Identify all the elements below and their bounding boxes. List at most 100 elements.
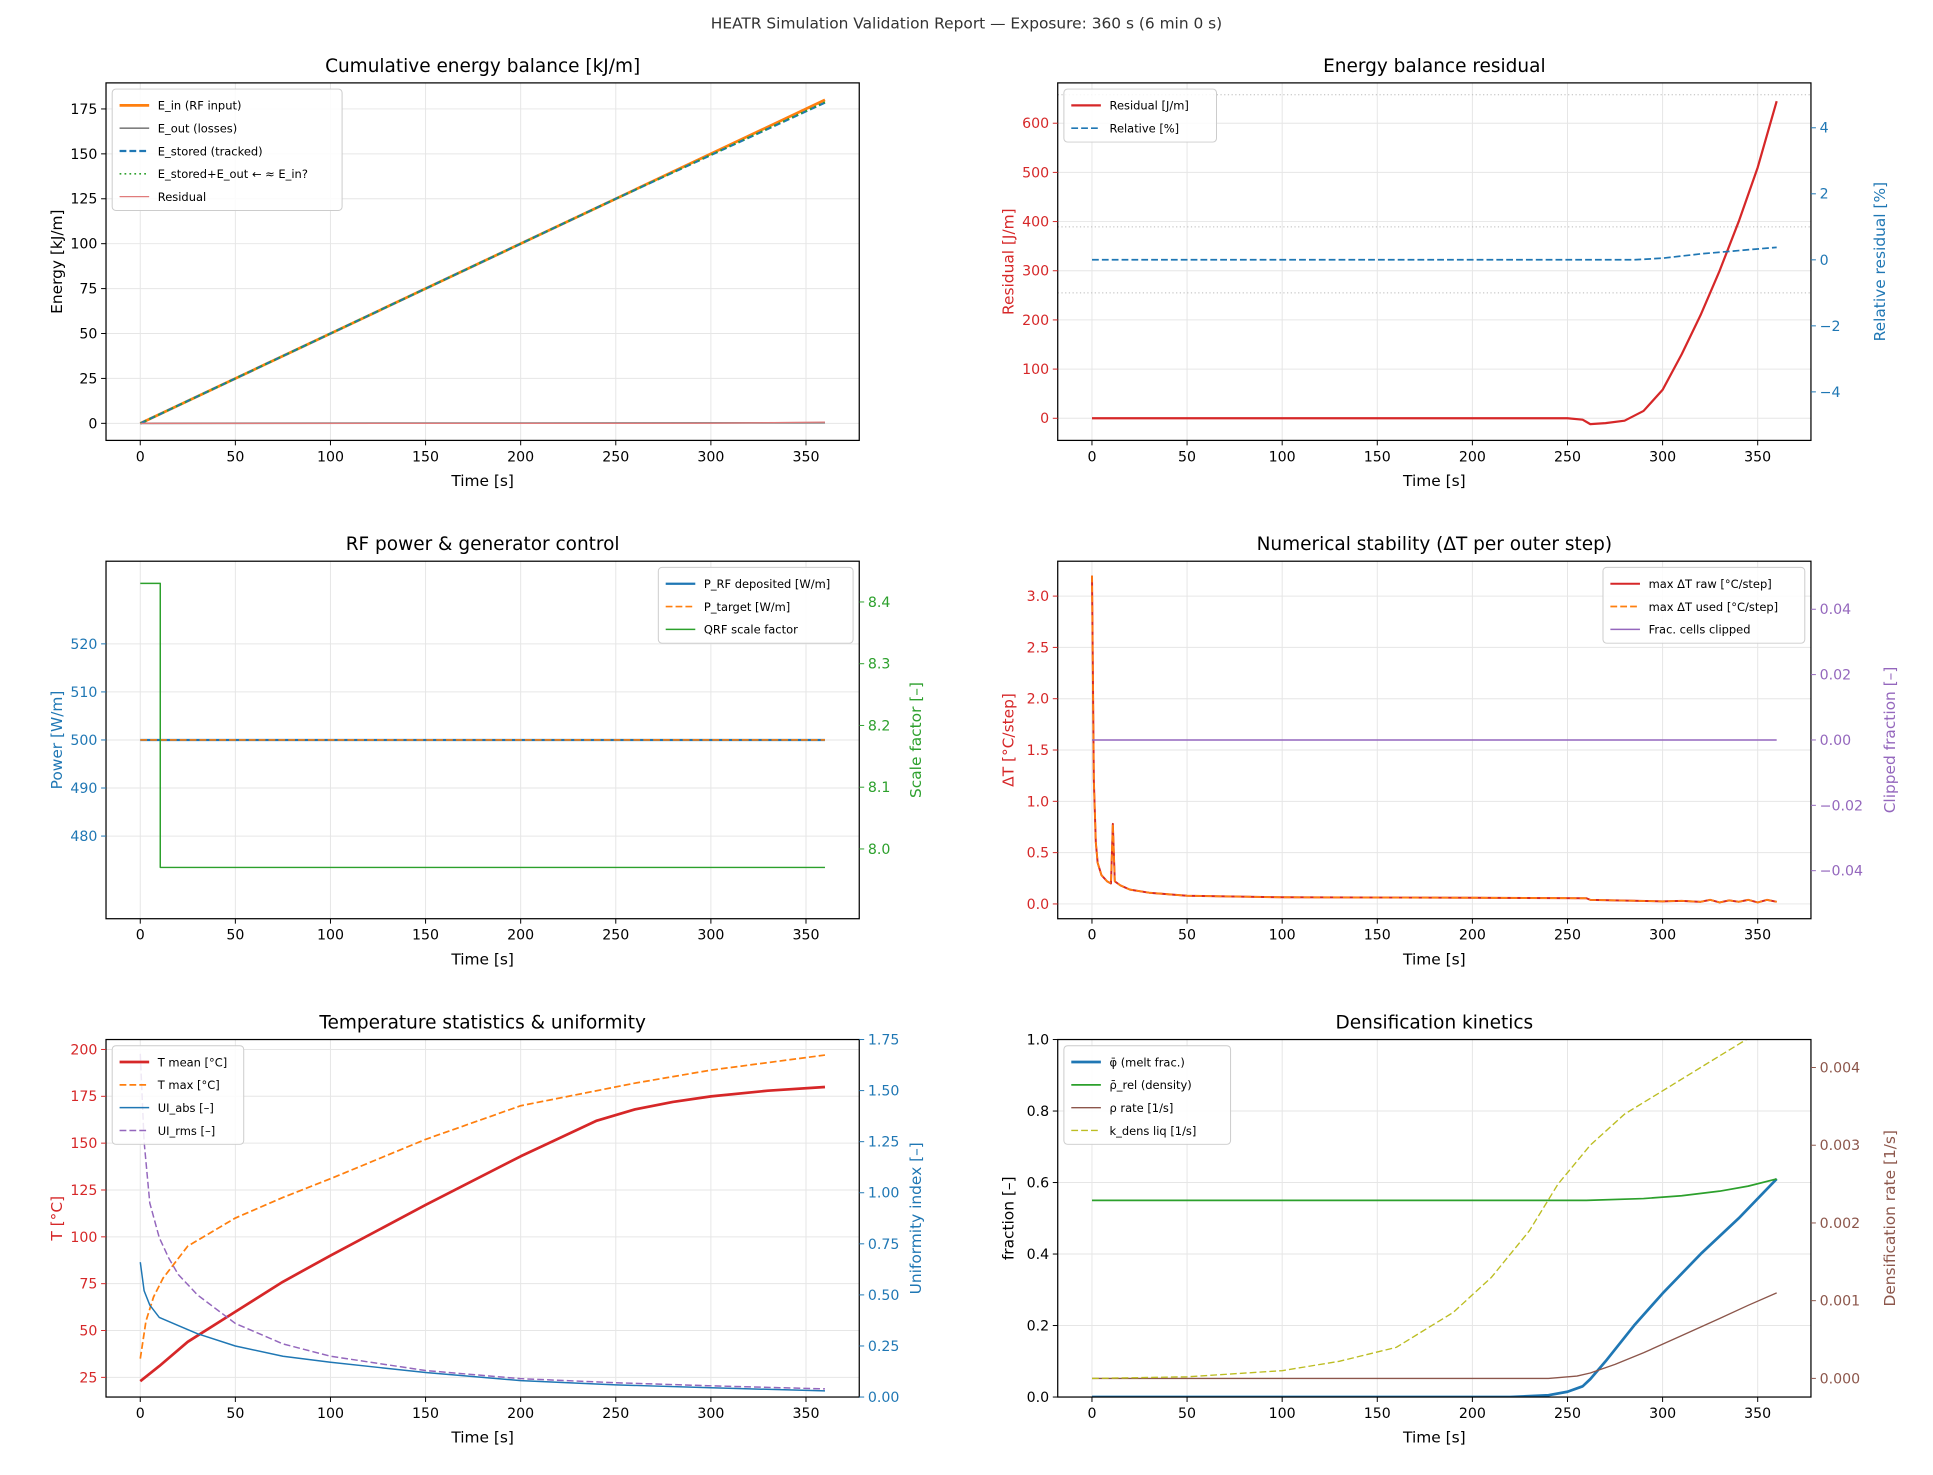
x-tick-label: 150 <box>412 1406 439 1422</box>
y-tick-label: 0.4 <box>1027 1247 1050 1263</box>
y-tick-label: 200 <box>70 1042 97 1058</box>
subplot-6: 0 50 100 150 200 250 300 350 0.0 0.2 0.4 0.6 0.8 1.0 0… <box>999 1012 1898 1446</box>
y-tick-label: 150 <box>70 1136 97 1152</box>
y-tick-label: 100 <box>70 1230 97 1246</box>
x-tick-label: 350 <box>792 449 819 465</box>
x-axis-label: Time [s] <box>450 950 514 968</box>
y2-tick-label: 1.00 <box>868 1186 900 1202</box>
x-tick-label: 50 <box>1178 449 1196 465</box>
y-tick-label: 500 <box>70 733 97 749</box>
y-tick-label: 100 <box>70 237 97 253</box>
y2-tick-label: −0.04 <box>1820 864 1863 880</box>
y-tick-label: 520 <box>70 637 97 653</box>
axes-frame <box>1057 1038 1812 1398</box>
legend: P_RF deposited [W/m] P_target [W/m] QRF sc… <box>657 566 854 644</box>
x-tick-label: 300 <box>697 1406 724 1422</box>
subplot-title: Densification kinetics <box>1336 1012 1534 1033</box>
subplot-title: RF power & generator control <box>346 534 620 555</box>
y-axis-label: fraction [–] <box>999 1176 1017 1260</box>
y-tick-label: 0.0 <box>1027 1390 1050 1406</box>
y2-axis-label: Uniformity index [–] <box>907 1142 925 1294</box>
y-axis-label: Residual [J/m] <box>999 208 1017 315</box>
y-tick-label: 0.5 <box>1027 846 1050 862</box>
y2-tick-label: 0.25 <box>868 1339 900 1355</box>
series-line-residual <box>140 421 825 425</box>
y-tick-label: 0 <box>88 416 97 432</box>
y-tick-label: 3.0 <box>1027 589 1050 605</box>
series-line--rel-density- <box>1091 1178 1777 1202</box>
y2-tick-label: 0.50 <box>868 1288 900 1304</box>
legend-entry: k_dens liq [1/s] <box>1110 1124 1197 1138</box>
legend-entry: max ΔT used [°C/step] <box>1649 600 1779 614</box>
y2-tick-label: 0.000 <box>1820 1371 1861 1387</box>
x-tick-label: 0 <box>1087 449 1096 465</box>
y2-tick-label: 0.02 <box>1820 668 1852 684</box>
series-line-qrf-scale-factor <box>140 582 825 869</box>
x-tick-label: 200 <box>507 1406 534 1422</box>
legend: φ̄ (melt frac.) ρ̄_rel (density) ρ rate [1… <box>1063 1045 1232 1145</box>
y2-tick-label: 0.00 <box>868 1390 900 1406</box>
x-tick-label: 350 <box>1744 1406 1771 1422</box>
x-tick-label: 150 <box>1364 1406 1391 1422</box>
x-axis-label: Time [s] <box>1402 950 1466 968</box>
legend-entry: P_RF deposited [W/m] <box>704 577 830 591</box>
subplot-5: 0 50 100 150 200 250 300 350 25 50 75 100 125 150 175 2… <box>48 1012 925 1446</box>
x-tick-label: 300 <box>697 928 724 944</box>
y-tick-label: 1.0 <box>1027 1032 1050 1048</box>
y2-tick-label: 0.004 <box>1820 1060 1861 1076</box>
y-tick-label: 490 <box>70 781 97 797</box>
y2-tick-label: 0.003 <box>1820 1138 1861 1154</box>
x-tick-label: 0 <box>136 449 145 465</box>
y-tick-label: 1.0 <box>1027 794 1050 810</box>
y-tick-label: 100 <box>1022 362 1049 378</box>
x-tick-label: 0 <box>136 1406 145 1422</box>
legend-entry: max ΔT raw [°C/step] <box>1649 577 1772 591</box>
legend-box <box>111 88 343 211</box>
x-tick-label: 150 <box>412 928 439 944</box>
x-tick-label: 250 <box>1554 928 1581 944</box>
y-tick-label: 600 <box>1022 116 1049 132</box>
y2-tick-label: 1.50 <box>868 1084 900 1100</box>
legend-entry: E_stored+E_out ← ≈ E_in? <box>158 167 308 181</box>
x-tick-label: 300 <box>1649 449 1676 465</box>
legend-box <box>1063 88 1218 143</box>
y2-tick-label: 0.75 <box>868 1237 900 1253</box>
y2-tick-label: 0.00 <box>1820 733 1852 749</box>
y2-axis-label: Relative residual [%] <box>1871 182 1889 341</box>
y2-tick-label: 8.2 <box>868 718 891 734</box>
legend-entry: Residual <box>158 190 206 204</box>
legend-entry: P_target [W/m] <box>704 600 790 614</box>
series-line-t-mean-c- <box>139 1085 826 1383</box>
series-line-ui-abs- <box>139 1262 825 1392</box>
y-tick-label: 0.2 <box>1027 1318 1050 1334</box>
legend-entry: Relative [%] <box>1110 122 1180 136</box>
series-line-ui-rms- <box>139 1053 825 1390</box>
legend-entry: E_stored (tracked) <box>158 144 263 158</box>
legend-entry: ρ̄_rel (density) <box>1110 1078 1192 1092</box>
y-tick-label: 400 <box>1022 214 1049 230</box>
x-tick-label: 250 <box>602 449 629 465</box>
subplot-title: Cumulative energy balance [kJ/m] <box>325 56 640 77</box>
subplot-title: Temperature statistics & uniformity <box>318 1012 646 1033</box>
y2-axis-label: Clipped fraction [–] <box>1881 667 1899 814</box>
y-axis-label: ΔT [°C/step] <box>999 693 1017 787</box>
series-line-relative- <box>1091 246 1777 261</box>
x-axis-label: Time [s] <box>450 472 514 490</box>
y-tick-label: 0.8 <box>1027 1104 1050 1120</box>
subplot-1: 0 50 100 150 200 250 300 350 0 25 50 75 100 125 150 175… <box>48 56 860 490</box>
x-tick-label: 350 <box>792 928 819 944</box>
y-tick-label: 75 <box>79 282 97 298</box>
x-tick-label: 200 <box>1459 449 1486 465</box>
y2-tick-label: 1.75 <box>868 1032 900 1048</box>
legend-entry: T max [°C] <box>157 1078 220 1092</box>
y-tick-label: 50 <box>79 326 97 342</box>
legend-entry: E_in (RF input) <box>158 99 242 113</box>
legend-box <box>1063 1045 1232 1145</box>
legend-entry: UI_rms [–] <box>158 1124 215 1138</box>
y-axis-label: T [°C] <box>48 1196 66 1242</box>
legend: E_in (RF input) E_out (losses) E_stored (t… <box>111 88 343 211</box>
y-tick-label: 0.6 <box>1027 1175 1050 1191</box>
legend-entry: Residual [J/m] <box>1110 99 1189 113</box>
x-tick-label: 100 <box>1269 449 1296 465</box>
y2-tick-label: −0.02 <box>1820 798 1863 814</box>
